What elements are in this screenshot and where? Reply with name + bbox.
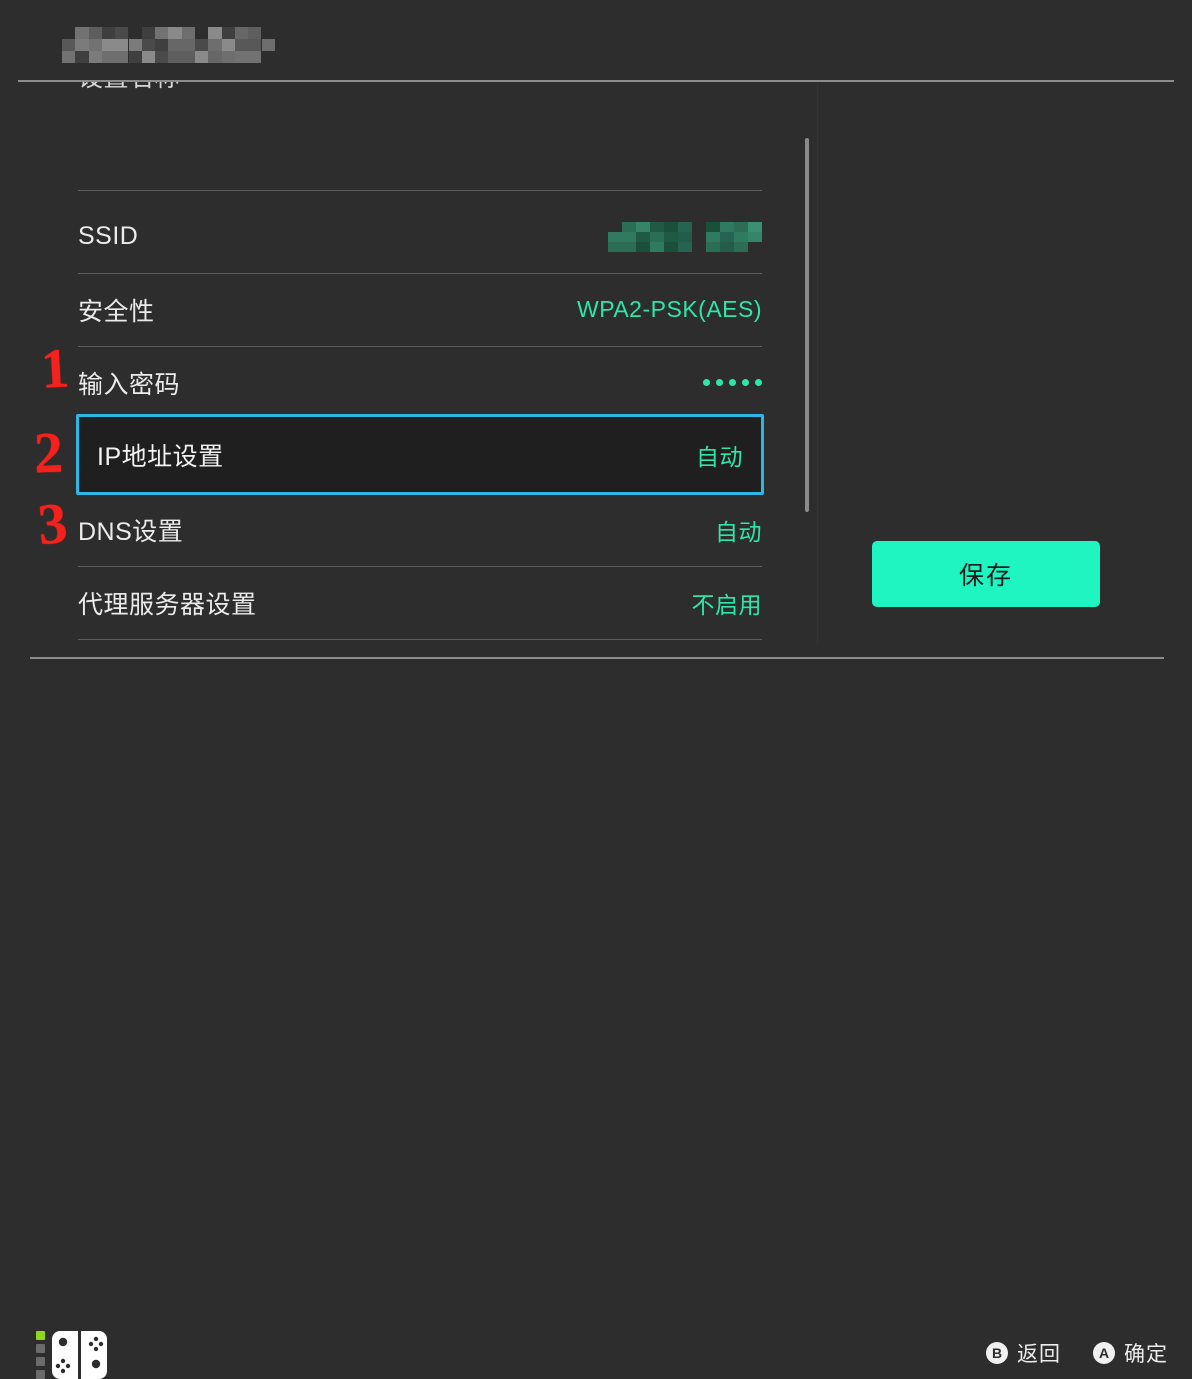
hint-back[interactable]: B 返回 — [986, 1338, 1061, 1368]
list-row-label: IP地址设置 — [97, 442, 224, 471]
password-masked-value — [703, 379, 762, 386]
list-row-label: 安全性 — [78, 297, 155, 326]
row-separator — [78, 190, 762, 191]
joycon-right-icon — [81, 1331, 107, 1379]
row-separator — [78, 346, 762, 347]
player-led — [36, 1344, 45, 1353]
header — [0, 0, 1192, 82]
list-row-password[interactable]: 输入密码 — [78, 346, 762, 419]
scrollbar-thumb[interactable] — [805, 138, 809, 512]
joycon-pair-icon — [52, 1331, 107, 1379]
list-row-label: 代理服务器设置 — [78, 590, 257, 619]
list-row-settings-name[interactable]: 设置名称 — [78, 82, 762, 110]
page-title-redacted — [62, 27, 275, 63]
settings-list: 设置名称 SSID 安全性 WPA2-PSK(AES) 输入密码 IP地址设置 … — [0, 82, 818, 644]
hint-label: 确定 — [1124, 1343, 1168, 1366]
bottom-bar: B 返回 A 确定 — [0, 659, 1192, 1379]
button-hints: B 返回 A 确定 — [986, 1338, 1168, 1368]
player-led-indicator — [36, 1331, 45, 1379]
row-separator — [78, 273, 762, 274]
annotation-marker-2: 2 — [32, 419, 65, 486]
player-led — [36, 1331, 45, 1340]
list-row-value: 自动 — [715, 518, 762, 545]
player-led — [36, 1370, 45, 1379]
ssid-value-redacted — [608, 221, 762, 252]
hint-label: 返回 — [1017, 1343, 1061, 1366]
bottom-divider — [30, 657, 1164, 659]
hint-confirm[interactable]: A 确定 — [1093, 1338, 1168, 1368]
player-led — [36, 1357, 45, 1366]
list-row-ip-address-settings[interactable]: IP地址设置 自动 — [76, 414, 764, 495]
list-row-mtu[interactable]: MTU 1400 — [78, 639, 762, 644]
b-button-icon: B — [986, 1342, 1008, 1364]
list-row-label: SSID — [78, 222, 139, 250]
list-row-label: DNS设置 — [78, 517, 184, 546]
list-row-value: 不启用 — [691, 591, 762, 618]
annotation-marker-1: 1 — [39, 337, 71, 401]
a-button-icon: A — [1093, 1342, 1115, 1364]
header-divider — [18, 80, 1174, 82]
list-row-security[interactable]: 安全性 WPA2-PSK(AES) — [78, 273, 762, 346]
controller-status — [36, 1331, 107, 1379]
list-row-value: 自动 — [696, 443, 743, 470]
row-separator — [78, 639, 762, 640]
list-row-proxy-settings[interactable]: 代理服务器设置 不启用 — [78, 566, 762, 639]
list-row-ssid[interactable]: SSID — [78, 200, 762, 273]
list-row-value: WPA2-PSK(AES) — [577, 296, 762, 322]
annotation-marker-3: 3 — [35, 489, 70, 558]
list-row-label: 输入密码 — [78, 370, 181, 399]
list-row-dns-settings[interactable]: DNS设置 自动 — [78, 493, 762, 566]
joycon-left-icon — [52, 1331, 78, 1379]
row-separator — [78, 566, 762, 567]
panel-divider — [817, 82, 818, 644]
list-row-label: 设置名称 — [78, 82, 180, 94]
save-button[interactable]: 保存 — [872, 541, 1100, 607]
